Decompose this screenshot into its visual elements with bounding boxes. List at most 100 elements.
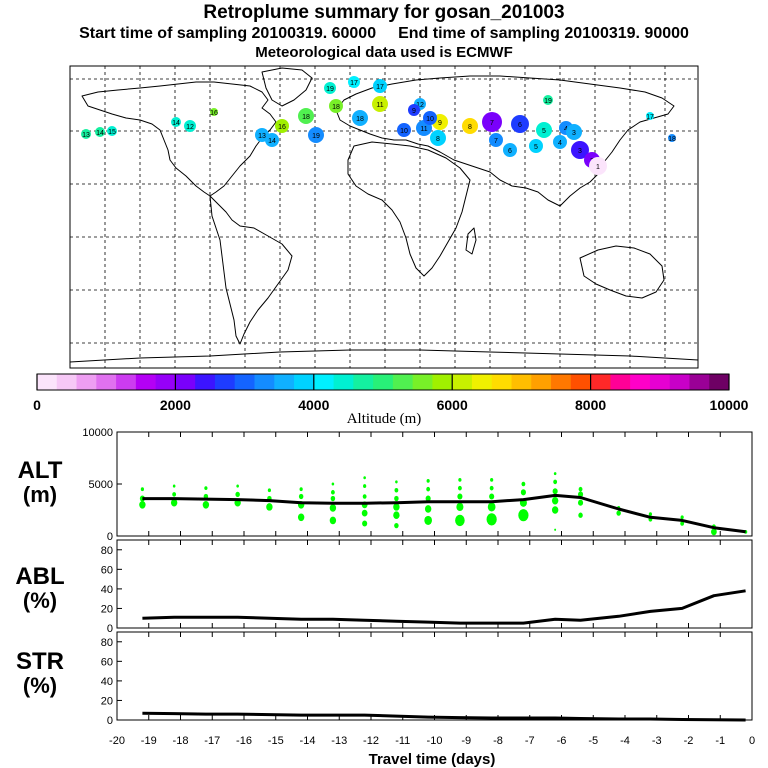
alt-cluster-point (235, 491, 240, 498)
plume-marker-label: 18 (668, 136, 676, 143)
colorbar-swatch (175, 374, 196, 390)
x-axis: -20 -19 -18 -17 -16 -15 -14 -13 -12 -11 -10 -9 -8 -7-… (109, 735, 755, 747)
colorbar-swatch (37, 374, 58, 390)
plume-marker (553, 135, 567, 149)
abl-panel: 80 60 40 20 0 (101, 539, 753, 635)
plume-marker-label: 8 (436, 136, 440, 143)
abl-ytick-label: 20 (101, 603, 113, 615)
plume-marker-label: 18 (356, 116, 364, 123)
plume-marker-label: 19 (312, 133, 320, 140)
colorbar-swatch (234, 374, 255, 390)
colorbar-swatch (511, 374, 532, 390)
start-time: Start time of sampling 20100319. 60000 (79, 25, 377, 42)
plume-marker (571, 141, 589, 159)
plume-marker (668, 134, 676, 142)
colorbar-swatch (412, 374, 433, 390)
colorbar-swatch (313, 374, 335, 390)
plume-marker-label: 5 (534, 144, 538, 151)
plume-marker (529, 139, 543, 153)
colorbar-tick-label: 8000 (575, 397, 606, 413)
alt-cluster-point (518, 509, 529, 522)
plume-marker (275, 119, 289, 133)
alt-cluster-point (426, 486, 431, 492)
alt-cluster-point (457, 485, 462, 491)
x-tick-label: -13 (331, 735, 347, 747)
alt-cluster-point (456, 502, 464, 512)
alt-cluster-point (425, 495, 431, 502)
alt-cluster-point (172, 492, 177, 497)
x-tick-label: -5 (588, 735, 598, 747)
plume-marker (210, 108, 218, 116)
alt-cluster-point (424, 505, 432, 513)
plume-marker-label: 14 (96, 130, 104, 137)
alt-series-line (142, 493, 746, 534)
alt-cluster-point (554, 528, 557, 531)
end-time: End time of sampling 20100319. 90000 (398, 25, 689, 42)
alt-label-line2: (m) (23, 482, 57, 507)
colorbar-swatch (471, 374, 493, 390)
abl-frame (116, 539, 753, 629)
str-ytick-label: 80 (101, 637, 113, 649)
plume-marker-label: 5 (542, 128, 546, 135)
abl-series-line (142, 589, 746, 625)
colorbar-swatch (373, 374, 394, 390)
plume-marker-label: 9 (412, 108, 416, 115)
alt-cluster-point (489, 493, 495, 500)
plume-marker-label: 17 (376, 84, 384, 91)
x-tick-label: -15 (268, 735, 284, 747)
plume-marker (408, 104, 420, 116)
x-tick-label: 0 (749, 735, 755, 747)
plume-marker (589, 157, 607, 175)
plume-marker-label: 4 (558, 140, 562, 147)
alt-cluster-point (363, 484, 367, 488)
plume-marker (348, 76, 360, 88)
x-tick-label: -18 (173, 735, 189, 747)
str-ytick-label: 60 (101, 656, 113, 668)
plume-marker-label: 14 (268, 138, 276, 145)
plume-marker-label: 13 (82, 132, 90, 139)
colorbar-swatch (294, 374, 315, 390)
colorbar-swatch (116, 374, 137, 390)
colorbar-swatch (254, 374, 275, 390)
alt-cluster-point (680, 521, 685, 526)
plume-marker-label: 15 (108, 129, 116, 136)
x-tick-label: -7 (525, 735, 535, 747)
plume-marker-label: 3 (572, 130, 576, 137)
plume-marker-label: 6 (508, 148, 512, 155)
alt-cluster-point (393, 511, 400, 519)
plume-marker-label: 4 (564, 126, 568, 133)
alt-cluster-point (487, 502, 496, 512)
plume-marker (566, 124, 582, 140)
alt-cluster-point (363, 476, 366, 480)
plume-marker-label: 11 (420, 126, 427, 133)
altitude-colorbar: 0 2000 4000 6000 8000 10000 (33, 373, 749, 413)
x-tick-label: -10 (427, 735, 443, 747)
alt-cluster-point (172, 484, 176, 488)
alt-cluster-point (170, 498, 178, 507)
x-tick-label: -20 (109, 735, 125, 747)
alt-cluster-point (458, 477, 462, 482)
colorbar-swatch (452, 374, 473, 390)
abl-label-line1: ABL (15, 563, 64, 590)
alt-cluster-point (489, 485, 494, 491)
alt-cluster-point (457, 493, 463, 500)
plume-marker-label: 17 (646, 114, 654, 121)
colorbar-swatch (353, 374, 374, 390)
alt-cluster-point (455, 514, 465, 527)
str-panel: 80 60 40 20 0 (101, 631, 753, 727)
plume-marker (184, 120, 196, 132)
plume-marker (298, 108, 314, 124)
alt-cluster-point (553, 472, 557, 476)
plume-marker-label: 18 (332, 104, 340, 111)
x-tick-label: -8 (493, 735, 503, 747)
alt-cluster-point (361, 509, 368, 517)
alt-ytick-label: 5000 (89, 479, 113, 491)
plume-marker (329, 99, 343, 113)
x-tick-label: -2 (684, 735, 694, 747)
str-ytick-label: 20 (101, 695, 113, 707)
colorbar-swatch (392, 374, 414, 390)
plume-marker (372, 96, 388, 112)
alt-cluster-point (553, 479, 558, 485)
